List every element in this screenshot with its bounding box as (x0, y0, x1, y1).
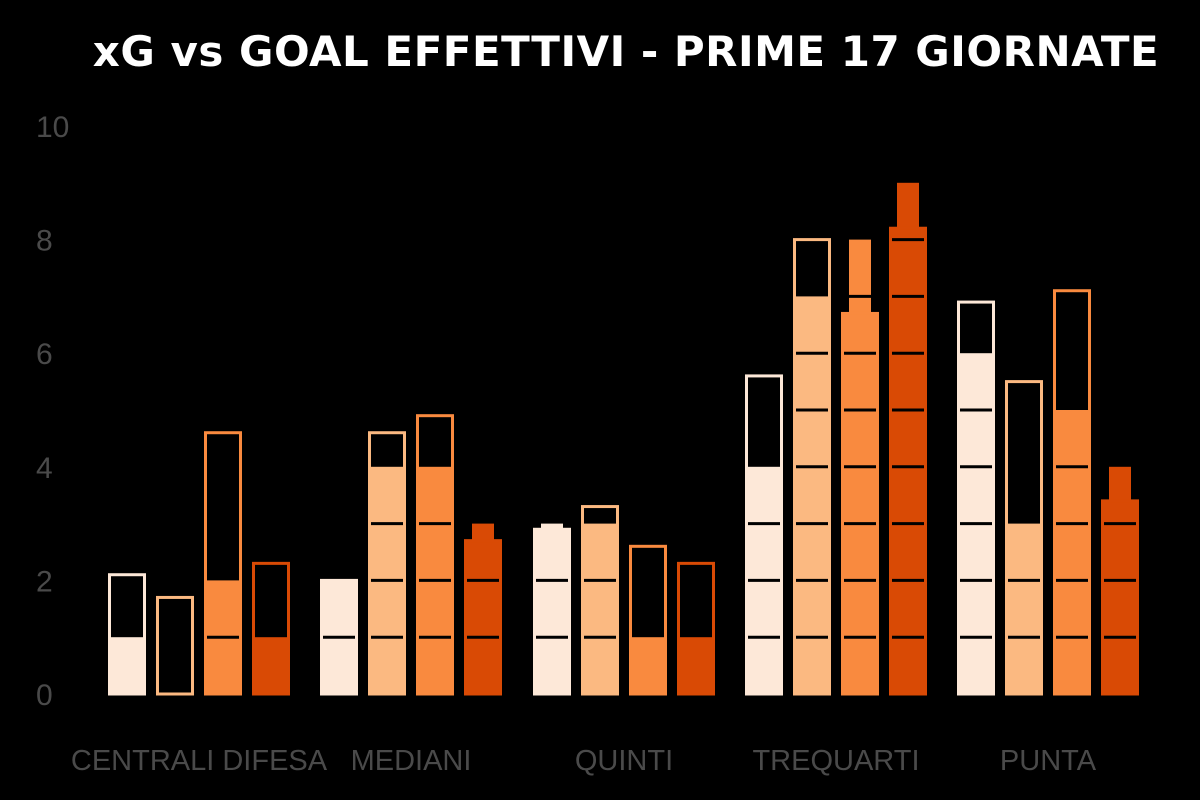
bars-layer (108, 182, 1139, 696)
xg-outline (1053, 289, 1091, 696)
bar-group (841, 239, 879, 696)
bar-group (581, 505, 619, 696)
bar-group (156, 595, 194, 696)
x-category-label: CENTRALI DIFESA (71, 745, 328, 777)
bar-group (533, 523, 571, 696)
xg-outline (108, 573, 146, 696)
x-category-label: PUNTA (1000, 745, 1097, 777)
goals-bar (466, 540, 500, 694)
xg-outline (957, 300, 995, 696)
bar-group (1101, 466, 1139, 696)
goals-bar (254, 637, 288, 694)
xg-outline (416, 414, 454, 696)
xg-outline (841, 311, 879, 696)
goals-bar (1103, 500, 1137, 694)
goals-bar-overflow (1109, 466, 1131, 501)
bar-group (1005, 380, 1043, 696)
goals-bar (679, 637, 713, 694)
xg-outline (1005, 380, 1043, 696)
goals-bar (891, 228, 925, 695)
chart-title: xG vs GOAL EFFETTIVI - PRIME 17 GIORNATE (93, 27, 1159, 76)
goals-bar (795, 296, 829, 694)
x-category-label: MEDIANI (351, 745, 472, 777)
xg-outline (629, 544, 667, 696)
xg-outline (156, 595, 194, 696)
xg-outline (320, 578, 358, 696)
goals-bar (843, 313, 877, 694)
x-axis-categories: CENTRALI DIFESA MEDIANI QUINTI TREQUARTI PUN… (71, 745, 1097, 777)
goals-bar-overflow (541, 523, 563, 530)
goals-bar (1007, 523, 1041, 694)
bar-group (368, 431, 406, 696)
bar-group (320, 578, 358, 696)
y-tick-label: 0 (36, 679, 53, 712)
goals-bar (583, 523, 617, 694)
goals-bar (631, 637, 665, 694)
xg-outline (252, 561, 290, 696)
bar-group (889, 182, 927, 696)
y-tick-label: 4 (36, 452, 53, 485)
bar-group (416, 414, 454, 696)
bar-group (629, 544, 667, 696)
xg-outline (368, 431, 406, 696)
y-tick-label: 2 (36, 565, 53, 598)
xg-outline (793, 238, 831, 696)
xg-outline (533, 527, 571, 696)
goals-bar-overflow (472, 523, 494, 541)
x-category-label: TREQUARTI (752, 745, 919, 777)
bar-group (252, 561, 290, 696)
bar-group (957, 300, 995, 696)
xg-outline (889, 226, 927, 696)
xg-outline (745, 374, 783, 696)
xg-outline (677, 561, 715, 696)
bar-group (745, 374, 783, 696)
y-tick-label: 10 (36, 111, 69, 144)
goals-bar-overflow (849, 239, 871, 314)
goals-bar-overflow (897, 182, 919, 229)
bar-group (108, 573, 146, 696)
bar-group (1053, 289, 1091, 696)
xg-outline (1101, 499, 1139, 696)
y-axis-ticks: 0 2 4 6 8 10 (36, 111, 69, 712)
x-category-label: QUINTI (575, 745, 673, 777)
goals-bar (110, 637, 144, 694)
goals-bar (535, 529, 569, 694)
y-tick-label: 8 (36, 225, 53, 258)
goals-bar (1055, 410, 1089, 694)
xg-outline (581, 505, 619, 696)
bar-group (793, 238, 831, 696)
bar-group (677, 561, 715, 696)
xg-outline (204, 431, 242, 696)
xg-outline (464, 539, 502, 696)
y-tick-label: 6 (36, 338, 53, 371)
bar-group (204, 431, 242, 696)
bar-group (464, 523, 502, 696)
